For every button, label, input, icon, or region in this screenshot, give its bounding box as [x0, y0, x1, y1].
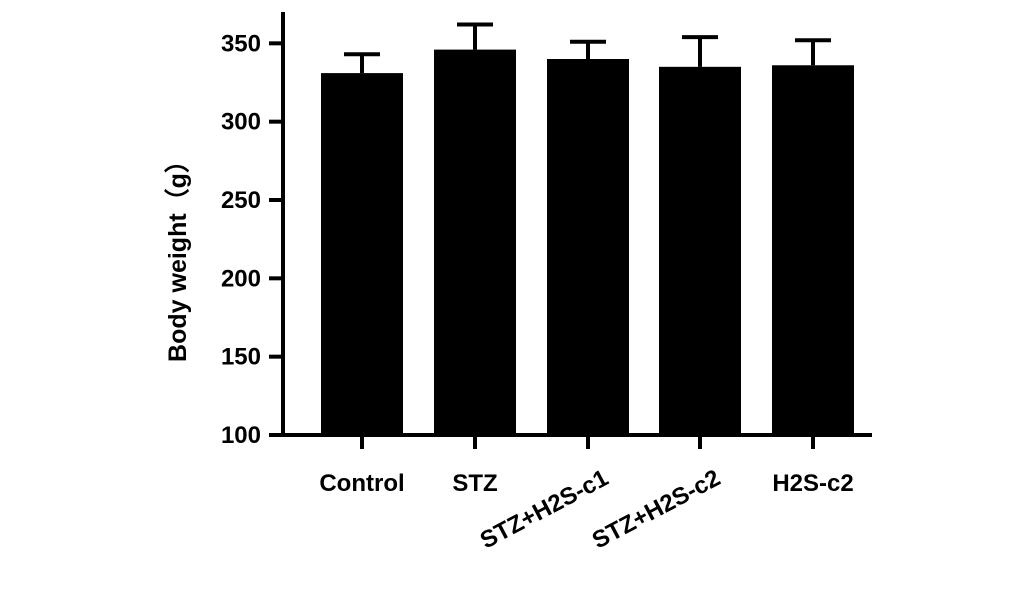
y-tick-label: 100: [221, 422, 261, 449]
axes-layer: [281, 12, 872, 437]
y-tick-label: 300: [221, 109, 261, 136]
bar-h2s-c2: [772, 65, 854, 436]
bar-stz-h2s-c2: [659, 66, 741, 435]
x-tick-label: STZ: [452, 470, 497, 497]
y-tick-label: 150: [221, 344, 261, 371]
y-axis-label: Body weight（g）: [163, 148, 192, 362]
bars-layer: [321, 49, 854, 436]
y-ticks-layer: 100 150 200 250 300 350: [221, 30, 283, 449]
x-tick-label: Control: [319, 470, 404, 497]
error-bars-layer: [344, 22, 831, 74]
y-tick-label: 200: [221, 265, 261, 292]
bar-stz-h2s-c1: [547, 59, 629, 435]
y-tick-label: 350: [221, 30, 261, 57]
bar-stz: [434, 49, 516, 435]
y-tick-label: 250: [221, 187, 261, 214]
x-tick-label: STZ+H2S-c2: [588, 464, 725, 554]
x-tick-label: H2S-c2: [772, 470, 853, 497]
bar-control: [321, 73, 403, 435]
